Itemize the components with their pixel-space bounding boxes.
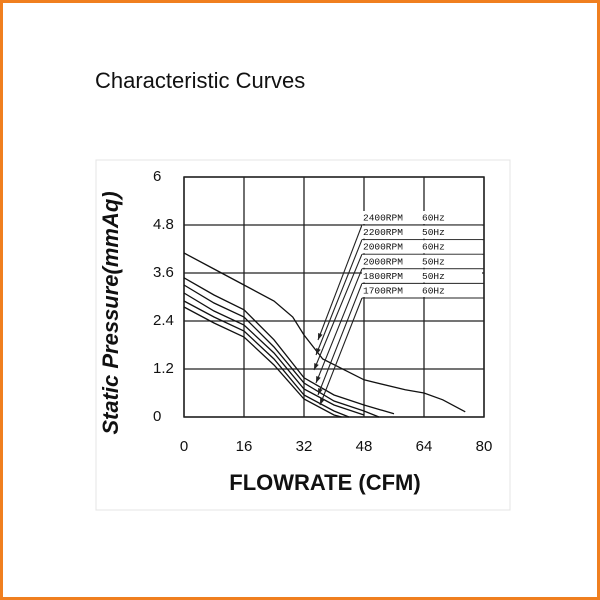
- curve: [183, 292, 365, 416]
- x-tick-label: 80: [476, 438, 493, 455]
- arrowhead: [318, 333, 323, 340]
- y-tick-label: 2.4: [153, 312, 174, 329]
- legend-freq: 60Hz: [422, 242, 445, 253]
- pointer: [317, 224, 363, 341]
- legend-label: 1800RPM: [363, 271, 403, 282]
- legend-bg: [362, 284, 482, 297]
- arrowhead: [316, 348, 321, 355]
- legend-freq: 50Hz: [422, 256, 445, 267]
- y-axis-label: Static Pressure(mmAq): [98, 191, 123, 434]
- curve: [183, 277, 395, 415]
- legend-bg: [362, 254, 482, 268]
- x-tick-label: 0: [180, 438, 188, 455]
- x-tick-label: 48: [356, 438, 373, 455]
- legend-label: 2000RPM: [363, 256, 403, 267]
- legend-freq: 60Hz: [422, 213, 445, 224]
- chart-title: Characteristic Curves: [95, 68, 305, 93]
- x-tick-label: 16: [236, 438, 253, 455]
- curve: [183, 300, 350, 418]
- arrowhead: [316, 376, 321, 383]
- y-tick-label: 0: [153, 408, 161, 425]
- pointer: [315, 268, 363, 384]
- arrowhead: [314, 363, 319, 370]
- legend-bg: [362, 269, 482, 283]
- legend-freq: 60Hz: [422, 286, 445, 297]
- pointer: [315, 239, 363, 356]
- arrowhead: [320, 398, 325, 405]
- card: [95, 159, 511, 511]
- y-tick-label: 6: [153, 168, 161, 185]
- pointer: [317, 283, 363, 396]
- legend-freq: 50Hz: [422, 227, 445, 238]
- pointer: [313, 253, 363, 371]
- y-tick-label: 1.2: [153, 360, 174, 377]
- legend-label: 2200RPM: [363, 227, 403, 238]
- x-axis-label: FLOWRATE (CFM): [229, 470, 420, 495]
- curve: [183, 252, 466, 413]
- legend-freq: 50Hz: [422, 271, 445, 282]
- legend-bg: [362, 225, 482, 239]
- legend-label: 2000RPM: [363, 242, 403, 253]
- legend-label: 1700RPM: [363, 286, 403, 297]
- y-tick-label: 3.6: [153, 264, 174, 281]
- x-tick-label: 64: [416, 438, 433, 455]
- curve: [183, 284, 380, 418]
- legend-bg: [362, 211, 482, 224]
- pointer: [319, 297, 363, 406]
- legend-label: 2400RPM: [363, 213, 403, 224]
- curve: [183, 306, 342, 418]
- x-tick-label: 32: [296, 438, 313, 455]
- y-tick-label: 4.8: [153, 216, 174, 233]
- arrowhead: [318, 388, 323, 395]
- legend-bg: [362, 240, 482, 254]
